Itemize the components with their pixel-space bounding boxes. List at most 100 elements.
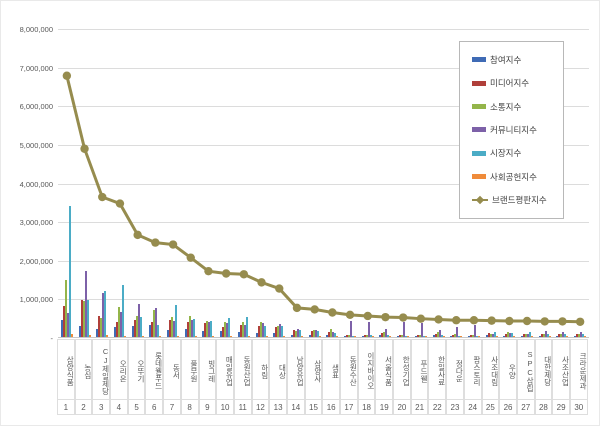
bar bbox=[503, 335, 506, 337]
bar bbox=[580, 331, 583, 337]
legend-item: 사회공헌지수 bbox=[472, 171, 563, 183]
bar bbox=[167, 330, 170, 337]
bar bbox=[576, 333, 579, 337]
bar-group bbox=[164, 304, 182, 337]
bar bbox=[177, 336, 180, 337]
bar-group bbox=[253, 321, 271, 337]
bar bbox=[257, 326, 260, 337]
bar bbox=[361, 335, 364, 337]
category-rank: 9 bbox=[198, 399, 217, 415]
bar bbox=[226, 323, 229, 337]
bar bbox=[436, 332, 439, 337]
line-marker bbox=[62, 71, 72, 80]
category-cell: 롯데웰푸드 6 bbox=[145, 339, 164, 415]
bar bbox=[352, 335, 355, 337]
bar bbox=[505, 333, 508, 337]
bar bbox=[64, 280, 67, 337]
bar bbox=[171, 316, 174, 337]
category-rank: 3 bbox=[92, 399, 111, 415]
bar bbox=[334, 332, 337, 337]
bar bbox=[407, 336, 410, 337]
bar bbox=[228, 317, 231, 337]
bar bbox=[562, 331, 565, 337]
bar bbox=[222, 326, 225, 337]
bar bbox=[330, 329, 333, 337]
bar bbox=[456, 326, 459, 337]
category-rank: 23 bbox=[446, 399, 464, 415]
category-name: 남양유업 bbox=[286, 339, 305, 400]
bar bbox=[525, 333, 528, 337]
line-marker bbox=[540, 317, 549, 326]
bar bbox=[243, 325, 246, 337]
bar-group bbox=[483, 331, 501, 337]
category-cell: 우양 26 bbox=[499, 339, 518, 415]
bar bbox=[521, 335, 524, 337]
bar bbox=[157, 325, 160, 337]
category-cell: 남양유업 14 bbox=[286, 339, 306, 415]
bar bbox=[383, 332, 386, 337]
bar bbox=[275, 326, 278, 337]
bar bbox=[202, 331, 205, 337]
bar bbox=[365, 334, 368, 337]
bar bbox=[279, 323, 282, 337]
bar bbox=[300, 336, 303, 337]
category-name: CJ제일제당 bbox=[92, 339, 111, 400]
line-marker bbox=[204, 266, 213, 276]
category-name: 정다운 bbox=[446, 339, 464, 400]
bar bbox=[438, 330, 441, 337]
bar bbox=[117, 306, 120, 337]
bar bbox=[473, 325, 476, 337]
line-marker bbox=[186, 253, 195, 262]
category-rank: 6 bbox=[145, 399, 164, 415]
bar-group bbox=[394, 322, 412, 337]
bar bbox=[350, 320, 353, 337]
category-cell: 삼양식품 1 bbox=[57, 339, 76, 415]
bar bbox=[363, 335, 366, 337]
bar bbox=[186, 321, 189, 337]
line-marker bbox=[452, 316, 461, 325]
bar bbox=[239, 325, 242, 337]
bar bbox=[173, 320, 176, 337]
bar-group bbox=[270, 323, 288, 337]
line-marker bbox=[292, 303, 302, 313]
category-rank: 4 bbox=[110, 399, 128, 415]
bar bbox=[100, 317, 103, 337]
category-cell: 대상 13 bbox=[269, 339, 288, 415]
legend-item: 미디어지수 bbox=[472, 77, 563, 89]
bar bbox=[544, 331, 547, 337]
bar bbox=[328, 331, 331, 337]
bar bbox=[471, 334, 474, 337]
bar bbox=[540, 334, 543, 337]
legend-item: 참여지수 bbox=[472, 54, 563, 66]
bar bbox=[529, 331, 532, 337]
line-marker bbox=[310, 305, 319, 314]
bar bbox=[367, 322, 370, 337]
category-name: 롯데웰푸드 bbox=[145, 339, 164, 400]
bar bbox=[458, 335, 461, 337]
bar bbox=[509, 333, 512, 337]
bar bbox=[434, 333, 437, 337]
bar bbox=[292, 330, 295, 337]
category-rank: 25 bbox=[481, 399, 500, 415]
category-rank: 27 bbox=[516, 399, 535, 415]
category-name: 푸드웰 bbox=[410, 339, 429, 400]
bar-group bbox=[501, 332, 519, 337]
bar bbox=[190, 319, 193, 337]
bar bbox=[332, 331, 335, 337]
bar bbox=[133, 319, 136, 337]
bar bbox=[546, 333, 549, 337]
category-name: 오뚜기 bbox=[127, 339, 146, 400]
bar bbox=[344, 335, 347, 337]
bar bbox=[379, 335, 382, 337]
bar bbox=[511, 333, 514, 337]
category-name: 동서 bbox=[163, 339, 181, 400]
bar bbox=[104, 290, 107, 337]
legend-swatch bbox=[472, 127, 486, 133]
bar bbox=[62, 306, 65, 337]
bar-group bbox=[536, 331, 554, 337]
bar bbox=[220, 331, 223, 337]
category-cell: 사조대림 25 bbox=[481, 339, 501, 415]
category-rank: 2 bbox=[74, 399, 93, 415]
category-name: 대한제당 bbox=[534, 339, 553, 400]
category-name: 사조대림 bbox=[481, 339, 500, 400]
